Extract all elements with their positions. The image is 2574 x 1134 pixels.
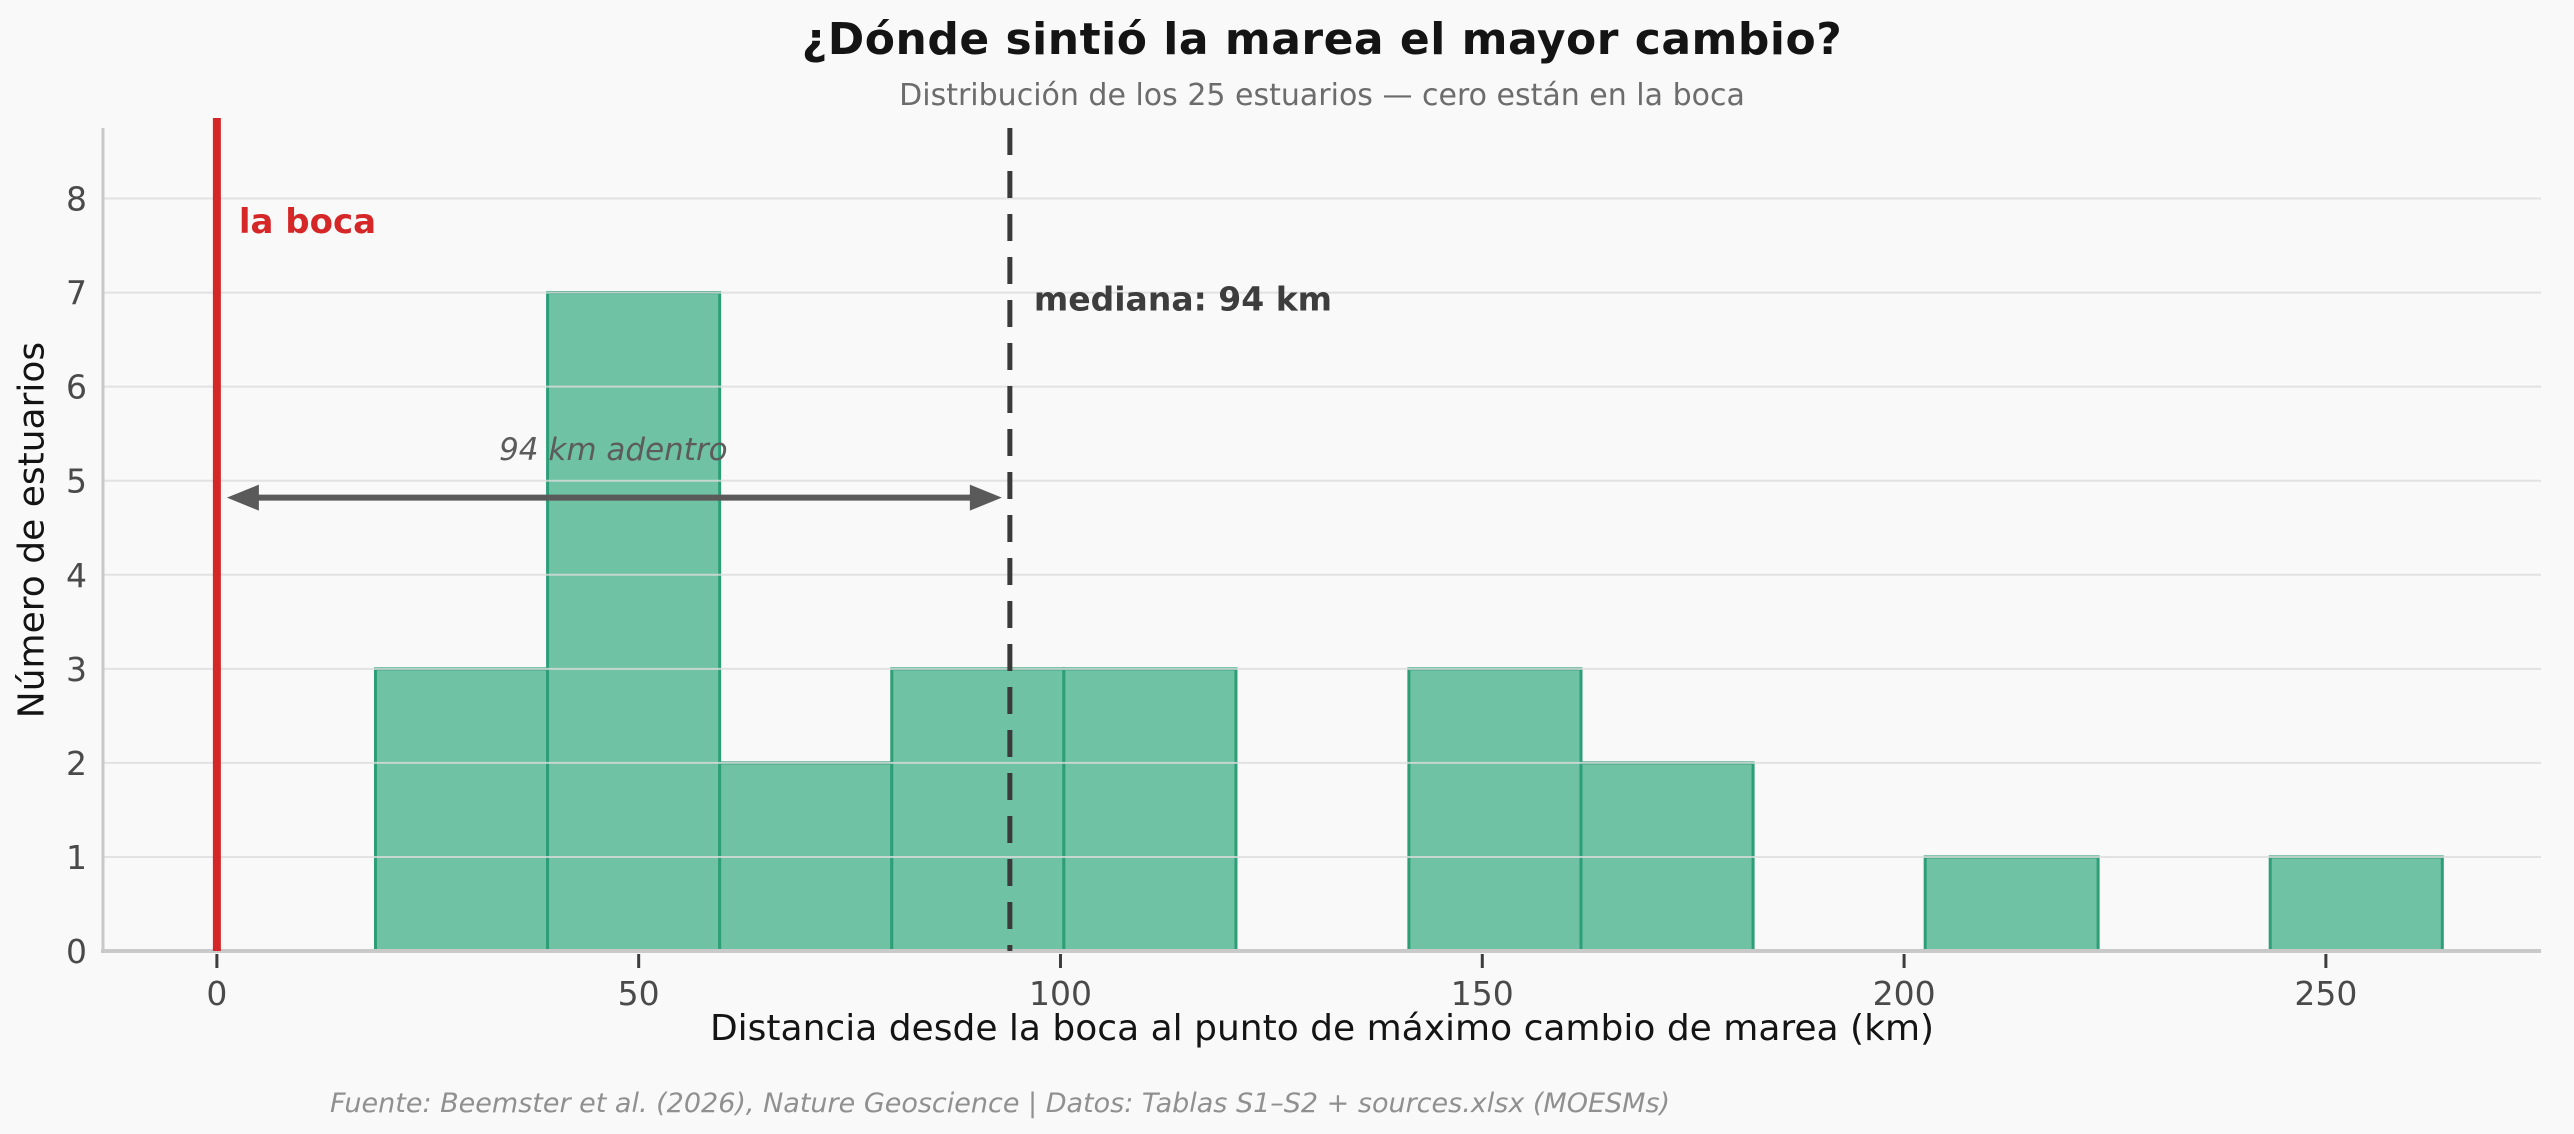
y-tick-label: 5	[66, 462, 87, 501]
histogram-bar	[1923, 855, 2100, 953]
x-axis-label: Distancia desde la boca al punto de máxi…	[709, 1008, 1935, 1049]
histogram-bar	[2268, 855, 2444, 953]
source-note: Fuente: Beemster et al. (2026), Nature G…	[330, 1088, 1671, 1119]
chart-subtitle: Distribución de los 25 estuarios — cero …	[899, 78, 1745, 113]
x-tick-label: 0	[206, 974, 227, 1013]
y-tick-label: 2	[66, 744, 87, 783]
x-tick-label: 250	[2294, 974, 2357, 1013]
arrow-head-right	[969, 484, 1002, 511]
chart-title: ¿Dónde sintió la marea el mayor cambio?	[801, 14, 1843, 65]
x-tick-label: 150	[1451, 974, 1514, 1013]
y-tick-label: 7	[66, 274, 87, 313]
median-line-label: mediana: 94 km	[1033, 279, 1333, 319]
histogram-bar	[373, 667, 550, 953]
x-tick-label: 200	[1873, 974, 1936, 1013]
y-axis-label: Número de estuarios	[11, 341, 53, 719]
x-tick-label: 50	[618, 974, 660, 1013]
y-tick-label: 8	[66, 180, 87, 219]
histogram-bar	[546, 291, 722, 953]
histogram-bar	[1062, 667, 1238, 953]
x-tick-label: 100	[1029, 974, 1092, 1013]
arrow-span-label: 94 km adentro	[499, 431, 728, 468]
mouth-line-label: la boca	[238, 202, 377, 243]
histogram-bar	[890, 667, 1066, 953]
y-tick-label: 1	[66, 838, 87, 877]
histogram-bar	[1407, 667, 1583, 953]
arrow-head-left	[226, 484, 259, 511]
y-tick-label: 0	[66, 932, 87, 971]
y-tick-label: 3	[66, 650, 87, 689]
y-tick-label: 6	[66, 368, 87, 407]
y-tick-label: 4	[66, 556, 87, 595]
